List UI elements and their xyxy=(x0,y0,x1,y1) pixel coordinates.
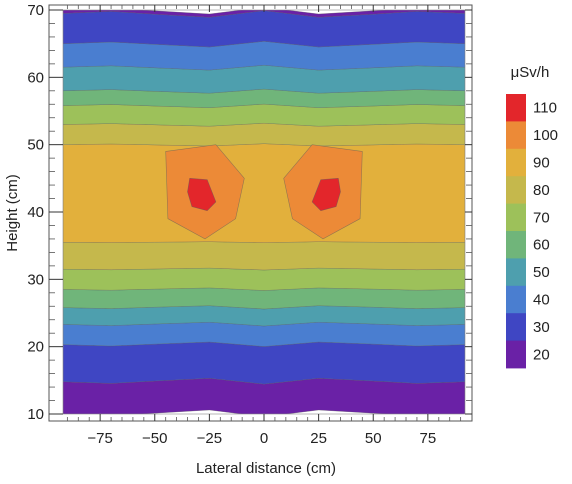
colorbar-label: 50 xyxy=(533,264,550,281)
y-tick-label: 60 xyxy=(27,69,44,86)
x-tick-label: 25 xyxy=(310,430,327,447)
colorbar-label: 70 xyxy=(533,209,550,226)
y-axis-title: Height (cm) xyxy=(4,174,21,252)
x-axis-title: Lateral distance (cm) xyxy=(196,460,336,477)
colorbar-label: 90 xyxy=(533,155,550,172)
colorbar-title: μSv/h xyxy=(511,64,550,81)
colorbar-swatches xyxy=(506,94,526,369)
y-tick-label: 20 xyxy=(27,339,44,356)
y-tick-labels: 10 20 30 40 50 60 70 xyxy=(27,2,44,423)
colorbar-label: 80 xyxy=(533,182,550,199)
x-tick-label: 75 xyxy=(420,430,437,447)
y-tick-label: 50 xyxy=(27,137,44,154)
colorbar-label: 110 xyxy=(533,100,557,117)
contour-band-6 xyxy=(63,241,465,271)
colorbar-swatch xyxy=(506,203,526,232)
colorbar-swatch xyxy=(506,258,526,287)
x-tick-label: −75 xyxy=(87,430,112,447)
y-tick-label: 30 xyxy=(27,271,44,288)
colorbar-swatch xyxy=(506,121,526,150)
contour-area xyxy=(63,10,465,414)
contour-band-13 xyxy=(63,10,465,48)
colorbar-swatch xyxy=(506,176,526,204)
contour-band-5 xyxy=(63,267,465,291)
colorbar-label: 30 xyxy=(533,319,550,336)
colorbar-legend: μSv/h 110 100 90 80 70 60 50 40 30 20 xyxy=(506,64,558,369)
colorbar-swatch xyxy=(506,148,526,177)
hotspot-3 xyxy=(311,177,341,212)
colorbar-swatch xyxy=(506,340,526,369)
hotspot-1 xyxy=(187,177,217,212)
contour-band-11 xyxy=(63,64,465,94)
x-tick-labels: −75 −50 −25 0 25 50 75 xyxy=(87,430,436,447)
colorbar-swatch xyxy=(506,231,526,259)
colorbar-swatch xyxy=(506,285,526,314)
plot-frame xyxy=(48,4,473,422)
contour-band-1 xyxy=(63,341,465,385)
x-tick-label: 50 xyxy=(365,430,382,447)
colorbar-swatch xyxy=(506,94,526,122)
x-tick-label: −25 xyxy=(197,430,222,447)
axis-ticks xyxy=(49,5,472,421)
y-tick-label: 40 xyxy=(27,204,44,221)
contour-band-8 xyxy=(63,122,465,147)
colorbar-swatch xyxy=(506,313,526,341)
colorbar-label: 100 xyxy=(533,127,558,144)
colorbar-label: 40 xyxy=(533,292,550,309)
y-tick-label: 10 xyxy=(27,406,44,423)
x-tick-label: −50 xyxy=(142,430,167,447)
colorbar-labels: 110 100 90 80 70 60 50 40 30 20 xyxy=(533,100,558,364)
contour-band-7 xyxy=(63,143,465,243)
colorbar-label: 20 xyxy=(533,346,550,363)
colorbar-label: 60 xyxy=(533,237,550,254)
contour-band-9 xyxy=(63,103,465,127)
y-tick-label: 70 xyxy=(27,2,44,19)
x-tick-label: 0 xyxy=(260,430,268,447)
contour-band-4 xyxy=(63,287,465,310)
